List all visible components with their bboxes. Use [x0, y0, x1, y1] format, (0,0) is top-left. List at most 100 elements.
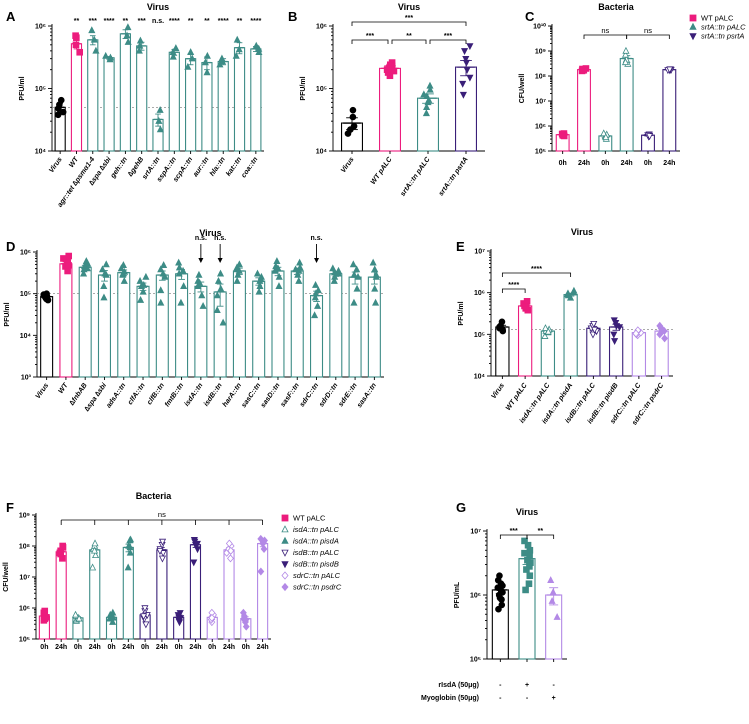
legend-marker [689, 14, 697, 22]
data-point [371, 284, 379, 292]
data-point [522, 303, 530, 311]
bar [175, 273, 189, 378]
data-point [203, 68, 211, 76]
legend-label: isdB::tn pALC [293, 548, 339, 557]
data-point [296, 263, 304, 271]
data-point [275, 272, 283, 280]
data-point [312, 280, 320, 288]
x-tick-label: WT pALC [370, 155, 394, 186]
x-tick-label: 0h [242, 644, 250, 651]
bar-group [122, 535, 135, 640]
data-point [632, 329, 640, 338]
data-point [156, 548, 164, 555]
data-point [347, 126, 354, 133]
panel-F: F Bacteria CFU/well 10⁵ 10⁶ 10⁷ 10⁸ 10⁹ 0h 24h 0h 2… [3, 491, 342, 651]
bar [290, 270, 304, 378]
data-point [56, 549, 64, 557]
data-point [91, 539, 99, 547]
bar-group [641, 131, 655, 152]
bar [662, 69, 677, 152]
bar-group [102, 51, 115, 152]
bar-group [239, 608, 252, 640]
data-point [372, 298, 380, 306]
data-point [549, 588, 557, 596]
bar-group [631, 326, 647, 377]
bar-group [136, 272, 150, 378]
data-point [611, 338, 619, 345]
y-tick-label: 10⁶ [535, 124, 546, 131]
y-tick-label: 10⁵ [474, 332, 485, 339]
data-point [88, 26, 96, 34]
data-point [350, 298, 358, 306]
data-point [622, 46, 630, 54]
data-point [57, 96, 65, 104]
bar-group [40, 290, 54, 378]
significance-bracket: *** [429, 33, 467, 44]
x-tick-label: isdA::tn [184, 382, 205, 408]
x-tick-label: srtA::tn pALC [400, 155, 433, 197]
data-point [541, 332, 549, 339]
x-tick-label: 0h [208, 644, 216, 651]
bar-group [71, 610, 84, 640]
data-point [666, 66, 674, 74]
x-tick-label: WT pALC [505, 381, 529, 412]
bar [185, 58, 197, 152]
treatment-value: - [552, 682, 555, 689]
significance-bracket: *** [499, 528, 528, 539]
bar-group [619, 46, 634, 152]
bar-group [378, 59, 401, 152]
significance-label: ** [123, 18, 129, 25]
significance-bracket: *** [351, 33, 389, 44]
legend-item: srtA::tn pALC [689, 23, 746, 32]
bar [563, 294, 578, 377]
x-tick-label: hla::tn [209, 156, 227, 178]
data-point [232, 51, 240, 59]
x-tick-label: ∆fnbAB [69, 382, 89, 407]
bar-group [97, 260, 111, 378]
data-point [426, 85, 434, 93]
data-point [590, 320, 598, 328]
data-point [426, 81, 434, 89]
data-point [126, 543, 134, 551]
arrow-head [314, 258, 320, 263]
data-point [124, 23, 132, 31]
significance-label: n.s. [152, 18, 164, 25]
bar-group [271, 257, 285, 378]
data-point [257, 567, 265, 576]
y-tick-label: 10⁶ [316, 24, 327, 31]
x-tick-label: isdB::tn [203, 382, 224, 408]
significance-label: ** [74, 18, 80, 25]
bar [78, 266, 92, 378]
x-tick-label: WT [58, 382, 70, 396]
y-axis-label: CFU/well [519, 74, 526, 104]
bar-group [540, 324, 556, 377]
bar-group [290, 258, 304, 378]
data-point [136, 41, 144, 49]
panel-letter: F [6, 500, 14, 515]
data-point [177, 298, 185, 306]
data-point [124, 38, 132, 45]
treatment-value: - [526, 695, 529, 702]
x-tick-label: 24h [156, 644, 168, 651]
significance-label: ** [237, 18, 243, 25]
panel-C: C Bacteria CFU/well 10⁵ 10⁶ 10⁷ 10⁸ 10⁹ 10¹⁰ 0h 24… [519, 2, 746, 167]
data-point [217, 284, 225, 292]
legend-label: srtA::tn pALC [701, 23, 746, 32]
bar [367, 276, 381, 378]
bar [454, 66, 477, 152]
x-tick-label: 24h [55, 644, 67, 651]
x-tick-label: Virus [340, 156, 356, 174]
data-point [646, 133, 654, 141]
y-axis-label: PFU/ml [19, 76, 26, 100]
bar [136, 45, 148, 152]
data-point [525, 580, 533, 588]
data-point [422, 109, 430, 117]
data-point [80, 269, 88, 277]
panel-letter: G [456, 500, 466, 515]
data-point [273, 257, 281, 264]
data-point [142, 272, 150, 280]
data-point [275, 282, 283, 290]
